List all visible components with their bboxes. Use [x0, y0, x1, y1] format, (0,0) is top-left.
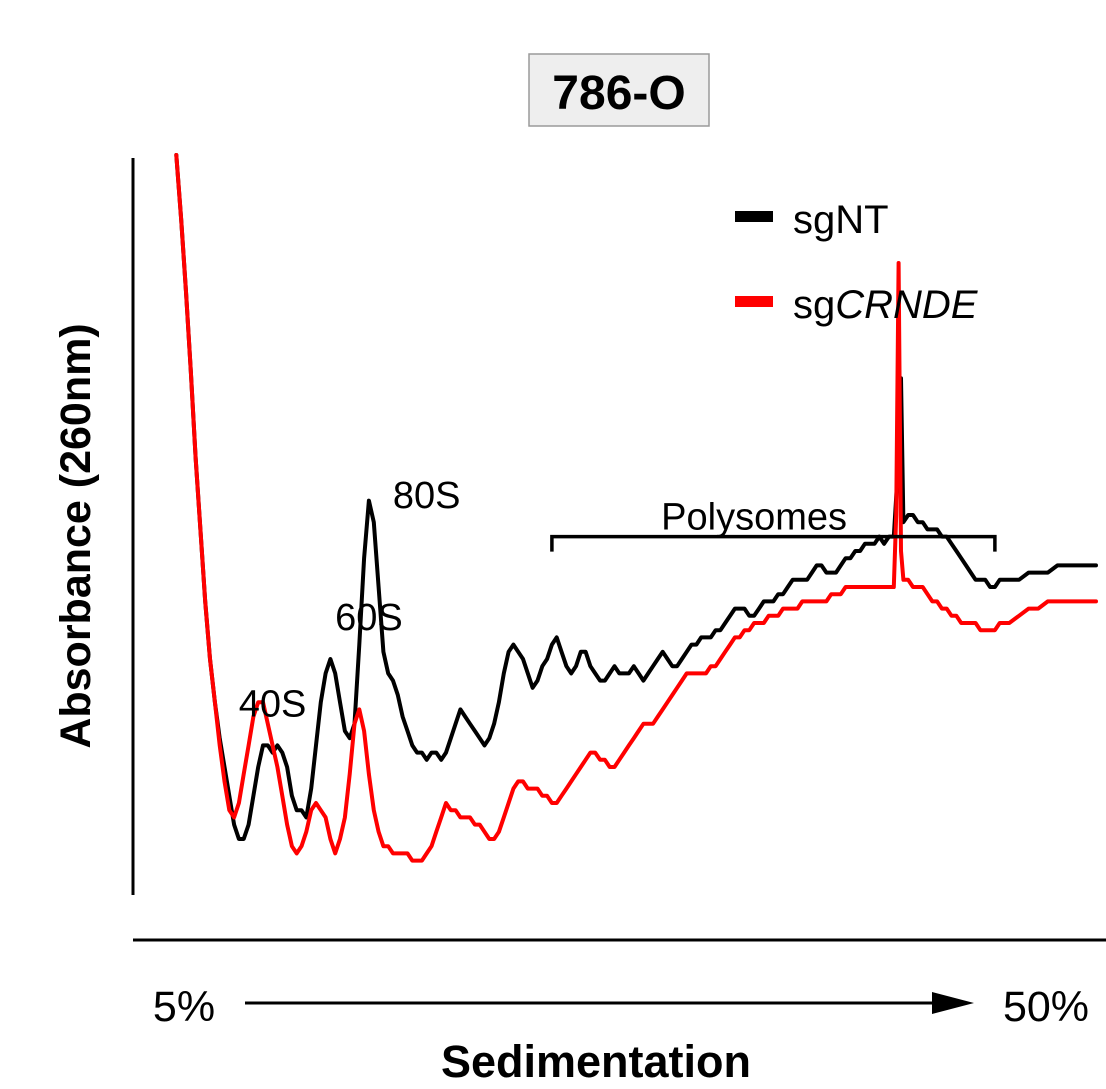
series-layer	[174, 153, 1098, 863]
gradient-arrow-head	[932, 992, 974, 1014]
legend-swatch-sgcrnde	[735, 296, 773, 307]
gradient-end-label: 50%	[1003, 983, 1089, 1031]
polysome-bracket	[550, 534, 997, 552]
gradient-start-label: 5%	[153, 983, 215, 1031]
peak-label-80s: 80S	[393, 475, 461, 517]
peak-label-polysomes: Polysomes	[661, 496, 847, 538]
legend: sgNT sgCRNDE	[735, 198, 979, 327]
series-line-sgcrnde	[174, 153, 1098, 863]
peak-label-40s: 40S	[239, 684, 307, 726]
legend-label-sgnt: sgNT	[793, 198, 889, 242]
x-axis-label: Sedimentation	[441, 1036, 751, 1087]
y-axis-label: Absorbance (260nm)	[52, 323, 100, 748]
legend-label-sgcrnde-prefix: sg	[793, 283, 835, 327]
legend-swatch-sgnt	[735, 211, 773, 222]
legend-label-sgcrnde-gene: CRNDE	[835, 283, 979, 327]
chart-title: 786-O	[552, 67, 685, 120]
series-line-sgnt	[174, 153, 1098, 841]
peak-label-60s: 60S	[335, 597, 403, 639]
title-box	[528, 53, 710, 127]
legend-label-sgcrnde: sgCRNDE	[793, 283, 979, 327]
